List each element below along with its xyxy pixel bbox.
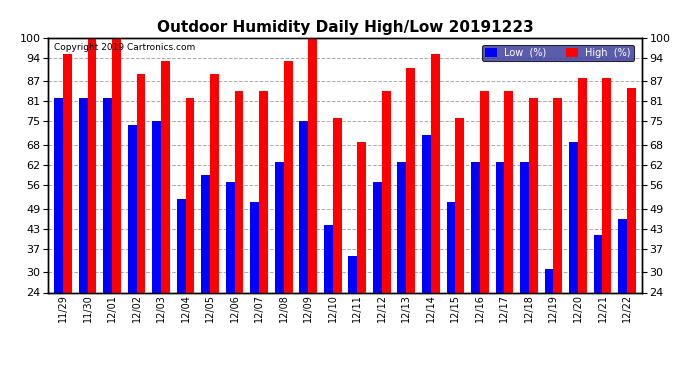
Bar (55, 98, 63, 292)
Bar (333, 118, 342, 292)
Bar (569, 141, 578, 292)
Bar (455, 118, 464, 292)
Bar (373, 182, 382, 292)
Bar (299, 122, 308, 292)
Bar (627, 88, 635, 292)
Bar (544, 269, 553, 292)
Title: Outdoor Humidity Daily High/Low 20191223: Outdoor Humidity Daily High/Low 20191223 (157, 20, 533, 35)
Bar (210, 74, 219, 292)
Bar (446, 202, 455, 292)
Text: Copyright 2019 Cartronics.com: Copyright 2019 Cartronics.com (55, 43, 195, 52)
Bar (177, 198, 186, 292)
Bar (79, 98, 88, 292)
Bar (250, 202, 259, 292)
Bar (259, 91, 268, 292)
Bar (382, 91, 391, 292)
Bar (275, 162, 284, 292)
Bar (529, 98, 538, 292)
Bar (284, 61, 293, 292)
Bar (431, 54, 440, 292)
Bar (422, 135, 431, 292)
Bar (128, 125, 137, 292)
Legend: Low  (%), High  (%): Low (%), High (%) (482, 45, 634, 61)
Bar (104, 98, 112, 292)
Bar (618, 219, 627, 292)
Bar (578, 78, 586, 292)
Bar (520, 162, 529, 292)
Bar (397, 162, 406, 292)
Bar (406, 68, 415, 292)
Bar (137, 74, 146, 292)
Bar (504, 91, 513, 292)
Bar (308, 38, 317, 292)
Bar (186, 98, 195, 292)
Bar (471, 162, 480, 292)
Bar (152, 122, 161, 292)
Bar (63, 54, 72, 292)
Bar (226, 182, 235, 292)
Bar (201, 175, 210, 292)
Bar (235, 91, 244, 292)
Bar (593, 236, 602, 292)
Bar (161, 61, 170, 292)
Bar (357, 141, 366, 292)
Bar (495, 162, 504, 292)
Bar (602, 78, 611, 292)
Bar (324, 225, 333, 292)
Bar (348, 256, 357, 292)
Bar (553, 98, 562, 292)
Bar (480, 91, 489, 292)
Bar (88, 38, 97, 292)
Bar (112, 38, 121, 292)
